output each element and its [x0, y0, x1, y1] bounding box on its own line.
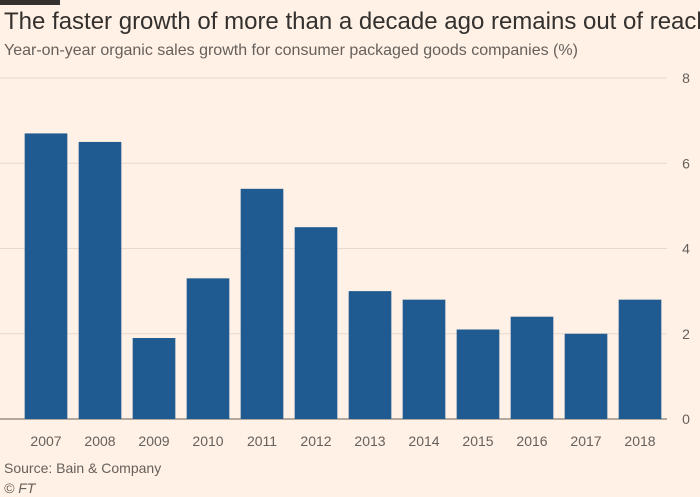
x-tick-label-2012: 2012 — [300, 433, 331, 449]
x-tick-label-2011: 2011 — [247, 433, 277, 449]
x-axis-ticks: 2007 2008 2009 2010 2011 2012 2013 2014 2015 2016… — [30, 433, 655, 449]
x-tick-label-2010: 2010 — [192, 433, 223, 449]
x-tick-label-2016: 2016 — [516, 433, 547, 449]
x-tick-label-2007: 2007 — [30, 433, 61, 449]
x-tick-label-2008: 2008 — [84, 433, 115, 449]
bar-2015 — [456, 329, 500, 419]
bar-2009 — [132, 338, 176, 419]
bar-2016 — [510, 316, 554, 419]
bar-2011 — [240, 188, 284, 419]
y-tick-label: 2 — [682, 326, 690, 342]
x-tick-label-2017: 2017 — [570, 433, 601, 449]
bar-2017 — [564, 333, 608, 419]
x-tick-label-2014: 2014 — [408, 433, 439, 449]
bar-2013 — [348, 291, 392, 419]
source-note: Source: Bain & Company — [4, 460, 162, 476]
y-axis-ticks: 0 2 4 6 8 — [682, 70, 690, 427]
y-tick-label: 4 — [682, 241, 690, 257]
bars — [24, 133, 662, 419]
bar-2014 — [402, 299, 446, 419]
chart-title: The faster growth of more than a decade … — [4, 8, 700, 35]
chart-subtitle: Year-on-year organic sales growth for co… — [4, 42, 578, 59]
bar-2012 — [294, 227, 338, 419]
bar-2018 — [618, 299, 662, 419]
y-tick-label: 0 — [682, 411, 690, 427]
bar-2008 — [78, 141, 122, 419]
bar-2010 — [186, 278, 230, 419]
x-tick-label-2013: 2013 — [354, 433, 385, 449]
y-tick-label: 6 — [682, 155, 690, 171]
top-rule — [0, 0, 60, 5]
y-tick-label: 8 — [682, 70, 690, 86]
bar-2007 — [24, 133, 68, 419]
x-tick-label-2018: 2018 — [624, 433, 655, 449]
x-tick-label-2015: 2015 — [462, 433, 493, 449]
ft-credit: © FT — [4, 480, 36, 496]
x-tick-label-2009: 2009 — [138, 433, 169, 449]
